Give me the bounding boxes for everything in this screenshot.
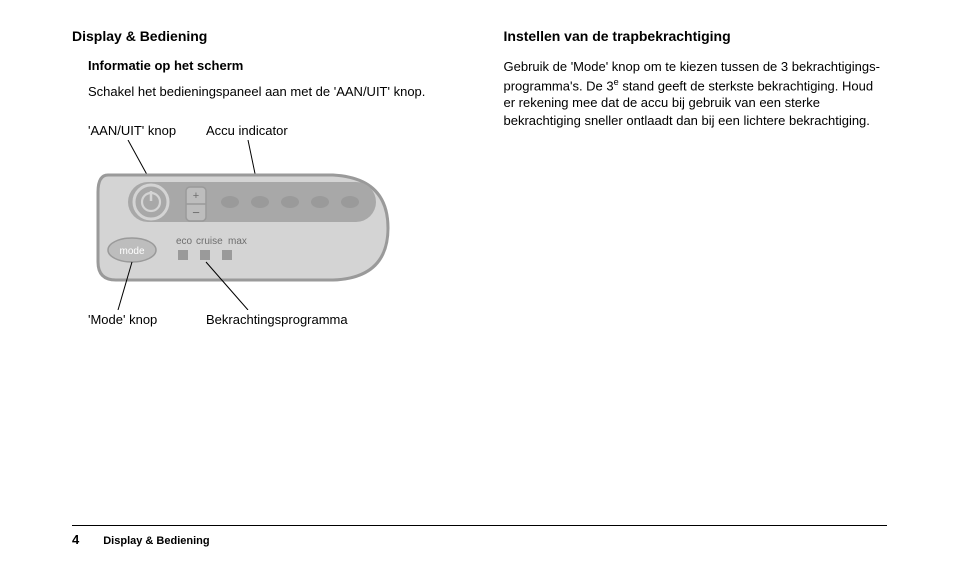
footer-rule bbox=[72, 525, 887, 526]
cruise-label: cruise bbox=[196, 236, 223, 247]
page-number: 4 bbox=[72, 532, 79, 547]
footer-title: Display & Bediening bbox=[103, 535, 209, 547]
diagram: 'AAN/UIT' knop Accu indicator bbox=[88, 123, 456, 327]
device-illustration: + − mode eco cruise max bbox=[88, 140, 398, 310]
callout-mode-button: 'Mode' knop bbox=[88, 312, 206, 327]
right-heading: Instellen van de trapbekrachtiging bbox=[504, 28, 888, 44]
callout-battery-indicator: Accu indicator bbox=[206, 123, 288, 138]
footer: 4 Display & Bediening bbox=[72, 525, 887, 547]
left-subheading: Informatie op het scherm bbox=[88, 58, 456, 73]
right-body: Gebruik de 'Mode' knop om te kiezen tuss… bbox=[504, 58, 888, 130]
max-label: max bbox=[228, 236, 247, 247]
left-body: Schakel het bedieningspaneel aan met de … bbox=[88, 83, 456, 101]
left-heading: Display & Bediening bbox=[72, 28, 456, 44]
callout-assist-program: Bekrachtingsprogramma bbox=[206, 312, 348, 327]
minus-icon: − bbox=[192, 205, 200, 220]
mode-label: mode bbox=[119, 246, 144, 257]
plus-icon: + bbox=[193, 190, 199, 202]
eco-label: eco bbox=[176, 236, 193, 247]
callout-power-button: 'AAN/UIT' knop bbox=[88, 123, 206, 138]
